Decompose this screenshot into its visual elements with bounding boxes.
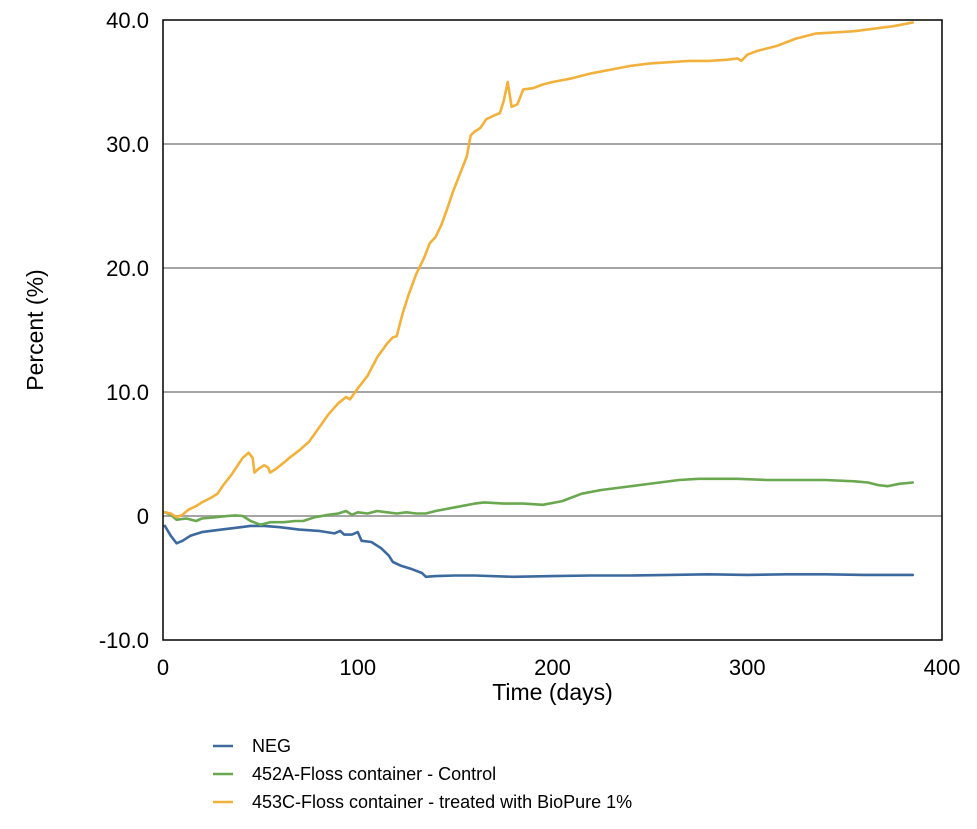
plot-area-border bbox=[162, 19, 943, 641]
x-tick-label: 400 bbox=[924, 655, 961, 680]
gridlines bbox=[163, 143, 942, 517]
y-tick-label: 20.0 bbox=[106, 256, 149, 281]
x-tick-label: 300 bbox=[729, 655, 766, 680]
series-line-2 bbox=[163, 477, 915, 526]
x-axis-tick-labels: 0 100 200 300 400 bbox=[157, 655, 960, 680]
y-tick-label: 10.0 bbox=[106, 380, 149, 405]
legend-label: 452A-Floss container - Control bbox=[252, 764, 496, 784]
series-lines bbox=[163, 21, 915, 579]
legend: NEG 452A-Floss container - Control 453C-Fl… bbox=[213, 736, 632, 812]
x-tick-label: 200 bbox=[534, 655, 571, 680]
y-tick-label: 40.0 bbox=[106, 8, 149, 33]
y-tick-label: 30.0 bbox=[106, 132, 149, 157]
y-tick-label: 0 bbox=[137, 504, 149, 529]
series-line-3 bbox=[163, 21, 915, 519]
series-line-1 bbox=[163, 524, 915, 579]
y-axis-tick-labels: -10.0 0 10.0 20.0 30.0 40.0 bbox=[99, 8, 149, 653]
x-tick-label: 100 bbox=[339, 655, 376, 680]
x-tick-label: 0 bbox=[157, 655, 169, 680]
y-tick-label: -10.0 bbox=[99, 628, 149, 653]
y-axis-title: Percent (%) bbox=[22, 269, 48, 390]
legend-label: NEG bbox=[252, 736, 291, 756]
legend-label: 453C-Floss container - treated with BioP… bbox=[252, 792, 632, 812]
x-axis-title: Time (days) bbox=[492, 679, 613, 705]
